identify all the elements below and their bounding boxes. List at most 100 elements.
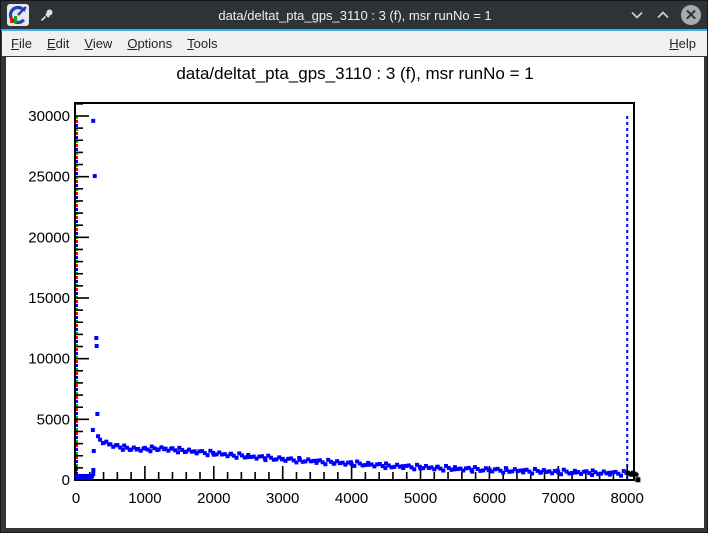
data-point	[461, 468, 466, 473]
x-axis-label: 4000	[335, 490, 368, 507]
data-point	[311, 458, 316, 463]
data-point	[323, 462, 328, 467]
menu-item-tools[interactable]: Tools	[187, 36, 218, 51]
data-point	[426, 465, 431, 470]
data-point	[432, 467, 437, 472]
data-point	[576, 470, 581, 475]
data-point	[375, 462, 380, 467]
data-point	[601, 469, 606, 474]
x-axis-label: 8000	[611, 490, 644, 507]
menu-bar: File Edit View Options Tools Help	[2, 31, 707, 56]
data-point	[492, 467, 497, 472]
data-point	[556, 470, 561, 475]
x-axis-label: 7000	[542, 490, 575, 507]
data-point	[443, 464, 448, 469]
data-point	[521, 470, 526, 475]
data-point	[530, 471, 535, 476]
plot-svg[interactable]: 0 1000 2000 3000 4000 5000 6000 7000 8000 0 5000 10…	[6, 57, 704, 528]
data-point	[263, 458, 268, 463]
data-point	[122, 443, 127, 448]
data-point	[98, 437, 103, 442]
data-point	[320, 460, 325, 465]
root-app-icon	[7, 4, 29, 26]
data-point	[152, 446, 157, 451]
data-point	[180, 447, 185, 452]
data-point	[424, 463, 429, 468]
menu-item-edit[interactable]: Edit	[46, 36, 70, 51]
data-point	[607, 472, 612, 477]
peak-point	[91, 118, 96, 123]
data-point	[418, 466, 423, 471]
data-point	[495, 466, 500, 471]
data-point	[189, 449, 194, 454]
data-point	[590, 468, 595, 473]
data-point	[366, 462, 371, 467]
data-point	[363, 462, 368, 467]
data-point	[145, 447, 150, 452]
data-point	[621, 469, 626, 474]
y-axis-label: 20000	[28, 229, 70, 246]
data-point	[618, 473, 623, 478]
data-point	[406, 463, 411, 468]
data-point	[251, 454, 256, 459]
data-point	[225, 454, 230, 459]
data-point	[383, 466, 388, 471]
data-point	[184, 449, 189, 454]
maximize-button[interactable]	[655, 7, 671, 23]
shade-button[interactable]	[629, 7, 645, 23]
data-point	[452, 467, 457, 472]
window-title: data/deltat_pta_gps_3110 : 3 (f), msr ru…	[218, 7, 492, 23]
titlebar-accent-line	[1, 29, 707, 31]
data-point	[131, 445, 136, 450]
plot-title: data/deltat_pta_gps_3110 : 3 (f), msr ru…	[176, 64, 534, 83]
data-point	[288, 456, 293, 461]
data-point	[240, 453, 245, 458]
data-point	[231, 453, 236, 458]
data-point	[357, 461, 362, 466]
data-point	[202, 451, 207, 456]
data-point	[389, 465, 394, 470]
data-point	[404, 463, 409, 468]
data-point	[463, 466, 468, 471]
data-point	[186, 447, 191, 452]
title-bar[interactable]: data/deltat_pta_gps_3110 : 3 (f), msr ru…	[1, 1, 707, 29]
data-point	[142, 445, 147, 450]
data-point	[280, 456, 285, 461]
data-point	[197, 449, 202, 454]
data-point	[550, 471, 555, 476]
data-point	[478, 468, 483, 473]
menu-item-help[interactable]: Help	[669, 36, 696, 51]
data-point	[561, 467, 566, 472]
data-point	[441, 468, 446, 473]
data-point	[234, 455, 239, 460]
menu-item-options[interactable]: Options	[127, 36, 173, 51]
data-point	[355, 459, 360, 464]
data-point	[475, 466, 480, 471]
peak-point	[94, 343, 99, 348]
data-point	[303, 459, 308, 464]
close-button[interactable]: ✕	[681, 5, 701, 25]
data-point	[421, 466, 426, 471]
data-point	[547, 469, 552, 474]
menu-item-view[interactable]: View	[84, 36, 113, 51]
data-point	[613, 469, 618, 474]
data-point	[108, 442, 113, 447]
data-point	[306, 457, 311, 462]
menu-item-file[interactable]: File	[11, 36, 32, 51]
data-point	[412, 467, 417, 472]
data-point	[409, 465, 414, 470]
data-point	[177, 445, 182, 450]
data-point	[435, 464, 440, 469]
data-point	[118, 445, 123, 450]
plot-frame	[74, 102, 635, 481]
pin-icon[interactable]	[39, 7, 55, 23]
data-point	[283, 458, 288, 463]
data-point	[498, 468, 503, 473]
data-point	[372, 464, 377, 469]
data-point	[205, 453, 210, 458]
data-point	[138, 448, 143, 453]
y-axis-label: 10000	[28, 351, 70, 368]
root-canvas[interactable]: data/deltat_pta_gps_3110 : 3 (f), msr ru…	[6, 57, 704, 528]
data-point	[438, 466, 443, 471]
